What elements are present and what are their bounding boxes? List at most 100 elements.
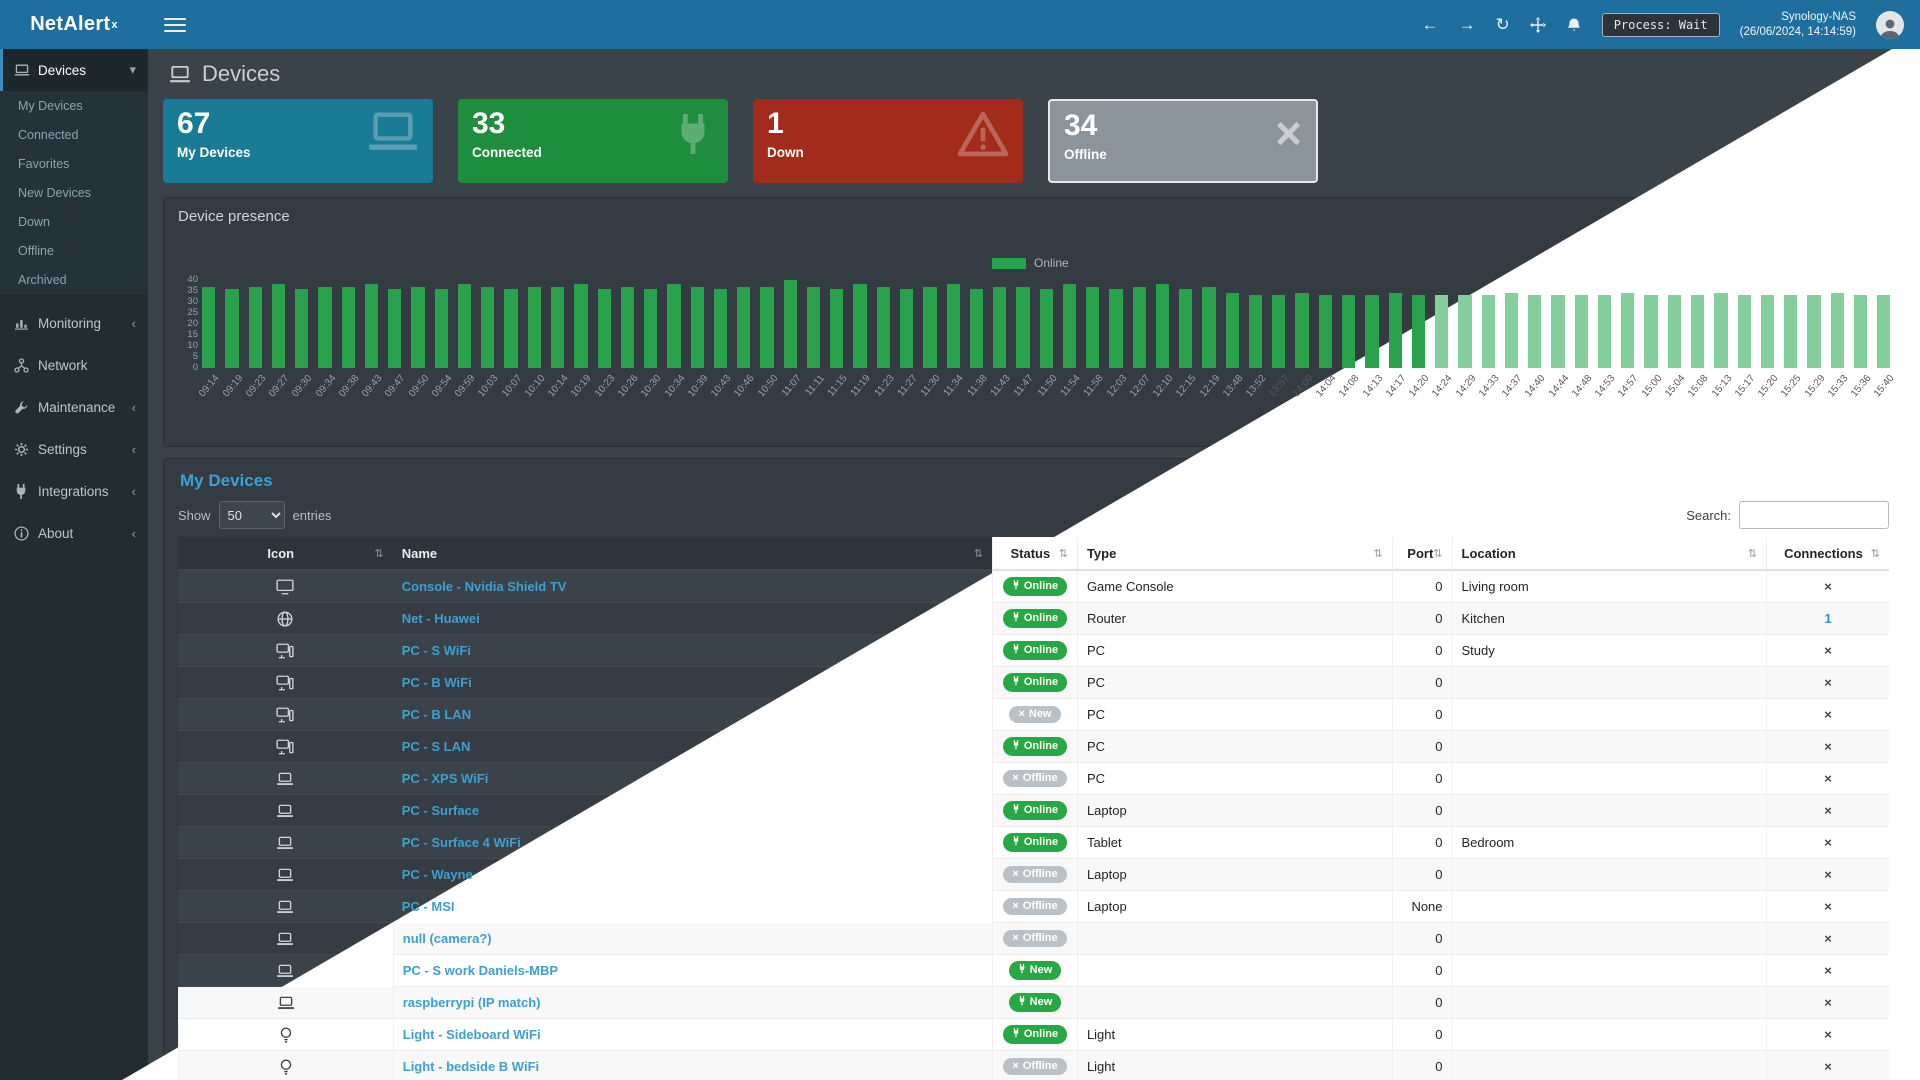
laptop-icon [367, 111, 419, 158]
tile-offline[interactable]: 34 Offline × [1048, 99, 1318, 183]
sidebar-item-label: Maintenance [38, 399, 116, 415]
sidebar-subitem-offline[interactable]: Offline [18, 243, 54, 258]
sidebar-item-monitoring[interactable]: Monitoring ‹ [0, 302, 148, 344]
device-name-link[interactable]: PC - MSI [401, 899, 455, 914]
presence-bar [1853, 295, 1868, 368]
x-tick-label: 15:36 [1849, 373, 1874, 400]
presence-bar [341, 286, 355, 368]
status-label: New [1029, 964, 1053, 976]
x-tick-label: 10:26 [615, 373, 641, 400]
device-name-link[interactable]: PC - Surface 4 WiFi [401, 835, 521, 850]
sidebar-subitem-connected[interactable]: Connected [18, 127, 79, 142]
desktop-icon [187, 739, 384, 755]
tile-my-devices[interactable]: 67 My Devices [163, 99, 433, 183]
table-row: PC - Surface 4 WiFi Online Tablet 0 Bedroom × [178, 827, 1890, 859]
x-tick-label: 10:34 [662, 373, 688, 400]
sidebar-item-maintenance[interactable]: Maintenance ‹ [0, 386, 148, 428]
device-name-link[interactable]: Light - Sideboard WiFi [402, 1027, 541, 1042]
col-header-connections[interactable]: Connections ⇅ [1766, 537, 1890, 571]
device-location: Bedroom [1461, 835, 1515, 850]
refresh-icon[interactable]: ↻ [1495, 15, 1510, 34]
device-name-link[interactable]: null (camera?) [402, 931, 492, 946]
sort-icon: ⇅ [973, 547, 984, 560]
x-tick-label: 09:19 [220, 373, 245, 400]
status-badge: × Offline [1003, 866, 1067, 883]
y-tick-label: 40 [187, 274, 198, 285]
connections-value: × [1824, 739, 1832, 754]
sidebar-subitem-down[interactable]: Down [18, 214, 50, 229]
presence-bar [1458, 295, 1472, 368]
sidebar-item-about[interactable]: About ‹ [0, 512, 148, 554]
device-type: PC [1086, 707, 1105, 722]
x-icon: × [1018, 708, 1025, 720]
devices-table: Icon ⇅ Name ⇅ Status ⇅ Type ⇅ Port ⇅ Location ⇅ Conn… [178, 537, 1890, 1080]
nav-forward-icon[interactable]: → [1458, 15, 1476, 34]
x-tick-label: 11:15 [825, 373, 850, 399]
table-row: PC - B LAN × New PC 0 × [178, 699, 1890, 731]
search-input[interactable] [1739, 501, 1889, 529]
status-badge: × New [1009, 706, 1061, 723]
notifications-bell-icon[interactable] [1566, 17, 1582, 33]
chevron-left-icon: ‹ [131, 315, 136, 331]
status-label: Online [1023, 740, 1059, 752]
sidebar-item-label: Settings [38, 441, 87, 457]
device-type: PC [1086, 643, 1105, 658]
laptop-icon [170, 65, 190, 83]
x-tick-label: 14:48 [1569, 373, 1595, 400]
nav-back-icon[interactable]: ← [1421, 15, 1439, 34]
sidebar-toggle-button[interactable] [164, 17, 186, 32]
plug-icon [1012, 676, 1020, 689]
col-header-type[interactable]: Type ⇅ [1076, 537, 1392, 571]
sidebar-subitem-new-devices[interactable]: New Devices [18, 185, 91, 200]
x-tick-label: 14:37 [1500, 373, 1525, 400]
x-tick-label: 13:57 [1267, 373, 1292, 400]
presence-bar [434, 288, 448, 368]
app-logo-text: NetAlert [30, 13, 111, 35]
presence-bar [899, 288, 914, 368]
device-name-link[interactable]: Net - Huawei [401, 611, 480, 626]
sidebar-item-network[interactable]: Network [0, 344, 148, 386]
device-name-link[interactable]: PC - B WiFi [401, 675, 472, 690]
presence-bar [853, 284, 867, 368]
connections-value[interactable]: 1 [1824, 611, 1832, 626]
col-header-status[interactable]: Status ⇅ [992, 537, 1077, 571]
device-port: 0 [1435, 707, 1443, 722]
page-title-text: Devices [202, 61, 281, 86]
pan-move-icon[interactable] [1529, 16, 1546, 33]
device-name-link[interactable]: PC - Wayne [401, 867, 473, 882]
device-name-link[interactable]: Light - bedside B WiFi [402, 1059, 540, 1074]
x-tick-label: 11:58 [1081, 373, 1106, 399]
col-header-icon[interactable]: Icon ⇅ [178, 537, 393, 571]
connections-value: × [1824, 643, 1832, 658]
sidebar-subitem-my-devices[interactable]: My Devices [18, 98, 83, 113]
page-size-select[interactable]: 50 [218, 501, 285, 529]
device-name-link[interactable]: PC - B LAN [401, 707, 472, 722]
tile-down[interactable]: 1 Down [753, 99, 1023, 183]
col-header-name[interactable]: Name ⇅ [392, 537, 993, 571]
device-name-link[interactable]: PC - XPS WiFi [401, 771, 489, 786]
bulb-icon [188, 1058, 384, 1075]
device-name-link[interactable]: raspberrypi (IP match) [402, 995, 541, 1010]
sidebar-subitem-favorites[interactable]: Favorites [18, 156, 70, 171]
tile-connected[interactable]: 33 Connected [458, 99, 728, 183]
col-header-label: Type [1086, 545, 1117, 561]
col-header-location[interactable]: Location ⇅ [1451, 537, 1767, 571]
sidebar-subitem-archived[interactable]: Archived [18, 272, 67, 287]
user-avatar[interactable] [1876, 10, 1904, 39]
device-name-link[interactable]: PC - S LAN [401, 739, 471, 754]
sidebar-item-integrations[interactable]: Integrations ‹ [0, 470, 148, 512]
col-header-port[interactable]: Port ⇅ [1391, 537, 1452, 571]
device-name-link[interactable]: PC - Surface [401, 803, 480, 818]
status-label: Offline [1022, 772, 1058, 784]
device-type: PC [1086, 675, 1105, 690]
y-tick-label: 15 [187, 329, 198, 340]
device-name-link[interactable]: PC - S WiFi [401, 643, 471, 658]
sidebar-item-settings[interactable]: Settings ‹ [0, 428, 148, 470]
sort-icon: ⇅ [374, 547, 384, 560]
status-label: Offline [1022, 1060, 1058, 1072]
sidebar-item-devices[interactable]: Devices ▾ [0, 49, 148, 91]
device-name-link[interactable]: Console - Nvidia Shield TV [401, 579, 567, 594]
presence-bar [1225, 293, 1239, 368]
connections-value: × [1824, 1059, 1832, 1074]
device-name-link[interactable]: PC - S work Daniels-MBP [402, 963, 559, 978]
